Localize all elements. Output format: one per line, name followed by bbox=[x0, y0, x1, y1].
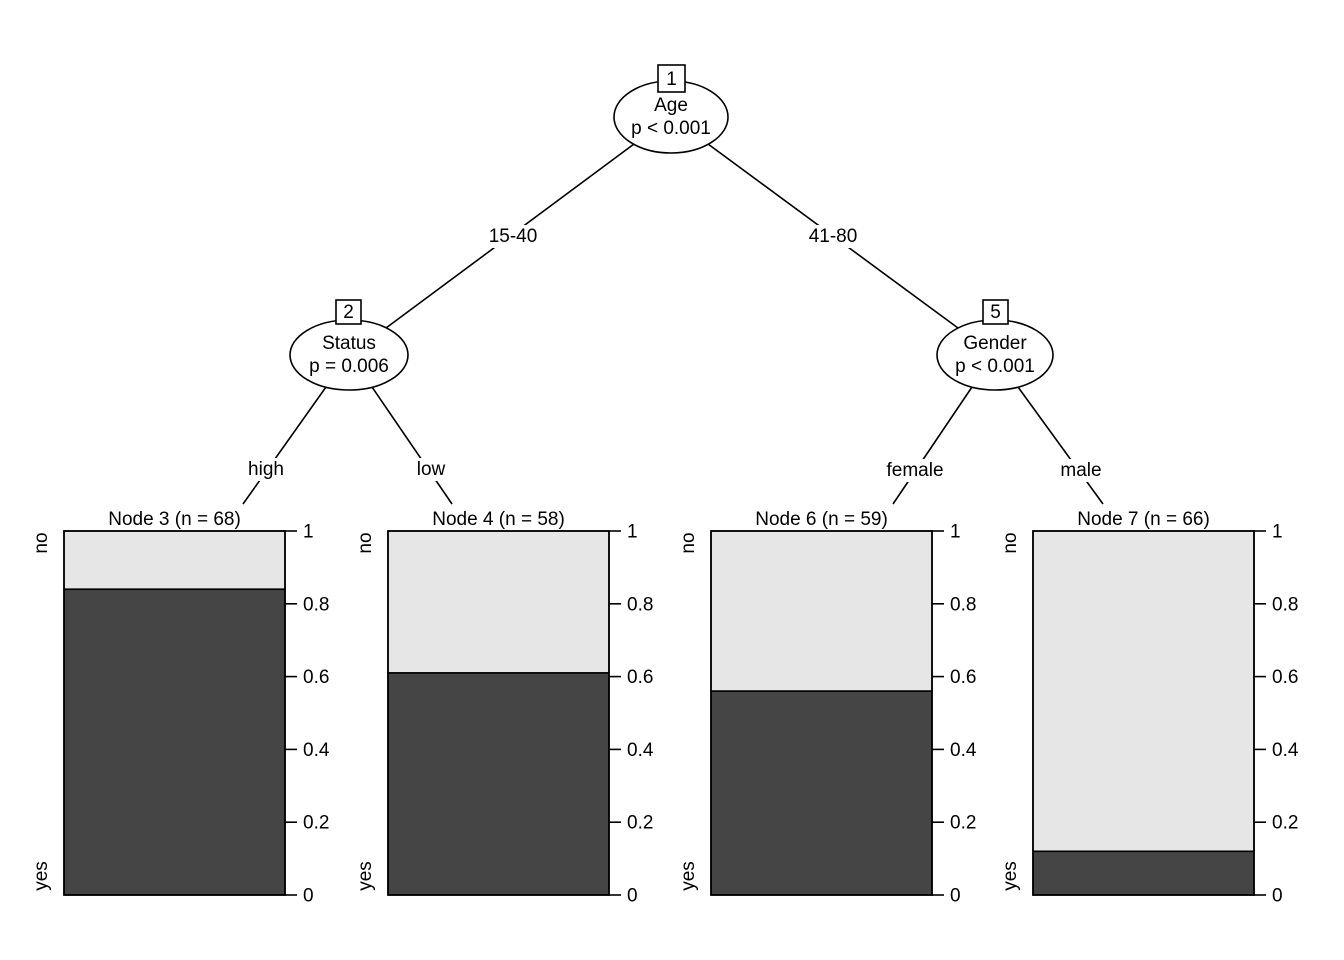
node-id-box bbox=[982, 299, 1009, 325]
node-id-box bbox=[657, 64, 686, 93]
edge-label: 41-80 bbox=[809, 226, 858, 247]
bar-segment-no bbox=[63, 530, 286, 591]
tree-node-status: Status p = 0.006 2 bbox=[289, 299, 409, 391]
y-axis-tick-label: 0.6 bbox=[627, 667, 653, 688]
y-axis-tick-label: 0 bbox=[303, 886, 314, 907]
panel-title: Node 7 (n = 66) bbox=[1077, 509, 1210, 530]
node-p-value: p < 0.001 bbox=[955, 356, 1035, 377]
category-label-yes: yes bbox=[1000, 861, 1021, 891]
category-label-yes: yes bbox=[678, 861, 699, 891]
bar-frame bbox=[387, 530, 610, 896]
edge-label: 15-40 bbox=[489, 226, 538, 247]
category-label-no: no bbox=[1000, 532, 1021, 553]
bar-segment-yes bbox=[387, 672, 610, 896]
node-split-variable: Status bbox=[322, 333, 376, 354]
category-label-yes: yes bbox=[31, 861, 52, 891]
edge-label-backing bbox=[410, 458, 452, 481]
tree-node-age: Age p < 0.001 1 bbox=[613, 64, 729, 154]
tree-node-gender: Gender p < 0.001 5 bbox=[936, 299, 1054, 391]
edge-label-backing bbox=[802, 225, 864, 248]
y-axis-tick-label: 0.2 bbox=[627, 813, 653, 834]
node-id-box bbox=[335, 299, 362, 325]
bar-frame bbox=[63, 530, 286, 896]
edge-label: low bbox=[417, 459, 446, 480]
y-axis-tick-label: 0 bbox=[950, 886, 961, 907]
y-axis-tick-label: 1 bbox=[950, 522, 961, 543]
node-id: 5 bbox=[990, 302, 1001, 323]
y-axis-tick-label: 0.8 bbox=[950, 594, 976, 615]
y-axis-tick-label: 0.4 bbox=[1272, 740, 1299, 761]
y-axis-tick-label: 0.2 bbox=[303, 813, 329, 834]
category-label-no: no bbox=[355, 532, 376, 553]
y-axis-tick-label: 1 bbox=[627, 522, 638, 543]
category-label-no: no bbox=[31, 532, 52, 553]
category-label-yes: yes bbox=[355, 861, 376, 891]
node-p-value: p = 0.006 bbox=[309, 356, 389, 377]
edge-label-backing bbox=[1054, 459, 1108, 482]
edge-label-backing bbox=[242, 458, 290, 481]
panel-title: Node 3 (n = 68) bbox=[108, 509, 241, 530]
bar-segment-no bbox=[1032, 530, 1255, 853]
node-split-variable: Age bbox=[654, 95, 688, 116]
y-axis-tick-label: 0.8 bbox=[303, 594, 329, 615]
y-axis-tick-label: 0.4 bbox=[627, 740, 654, 761]
node-ellipse bbox=[936, 319, 1054, 391]
edge-label-backing bbox=[482, 225, 544, 248]
edge-line-gender-female bbox=[892, 386, 973, 505]
edge-label: male bbox=[1060, 460, 1101, 481]
terminal-panel: Node 6 (n = 59) 0 0.2 0.4 0.6 0.8 1 no yes bbox=[678, 509, 977, 907]
node-split-variable: Gender bbox=[963, 333, 1027, 354]
y-axis-tick-label: 0.8 bbox=[1272, 594, 1298, 615]
y-axis-tick-label: 1 bbox=[1272, 522, 1283, 543]
bar-frame bbox=[710, 530, 933, 896]
edge-line-status-high bbox=[242, 386, 327, 505]
edge-label: female bbox=[886, 460, 943, 481]
bar-segment-yes bbox=[63, 588, 286, 896]
panel-title: Node 4 (n = 58) bbox=[432, 509, 565, 530]
y-axis-tick-label: 0.2 bbox=[950, 813, 976, 834]
bar-frame bbox=[1032, 530, 1255, 896]
y-axis-tick-label: 0.6 bbox=[1272, 667, 1298, 688]
y-axis-tick-label: 0.2 bbox=[1272, 813, 1298, 834]
y-axis-tick-label: 0.6 bbox=[950, 667, 976, 688]
terminal-panel: Node 7 (n = 66) 0 0.2 0.4 0.6 0.8 1 no yes bbox=[1000, 509, 1299, 907]
node-id: 2 bbox=[343, 302, 354, 323]
edge-label: high bbox=[248, 459, 284, 480]
terminal-panel: Node 4 (n = 58) 0 0.2 0.4 0.6 0.8 1 no yes bbox=[355, 509, 654, 907]
node-p-value: p < 0.001 bbox=[631, 118, 711, 139]
tree-edges: 15-40 41-80 high low female male bbox=[242, 143, 1108, 505]
node-ellipse bbox=[289, 319, 409, 391]
y-axis-tick-label: 0.4 bbox=[950, 740, 977, 761]
panel-title: Node 6 (n = 59) bbox=[755, 509, 888, 530]
y-axis-tick-label: 0.6 bbox=[303, 667, 329, 688]
y-axis-tick-label: 0 bbox=[627, 886, 638, 907]
bar-segment-no bbox=[387, 530, 610, 674]
bar-segment-no bbox=[710, 530, 933, 692]
bar-segment-yes bbox=[710, 690, 933, 896]
edge-line-status-low bbox=[371, 386, 453, 505]
edge-label-backing bbox=[880, 459, 950, 482]
y-axis-tick-label: 0.4 bbox=[303, 740, 330, 761]
bar-segment-yes bbox=[1032, 850, 1255, 896]
node-id: 1 bbox=[666, 69, 677, 90]
terminal-panel: Node 3 (n = 68) 0 0.2 0.4 0.6 0.8 1 no yes bbox=[31, 509, 330, 907]
edge-line-gender-male bbox=[1017, 386, 1104, 505]
category-label-no: no bbox=[678, 532, 699, 553]
y-axis-tick-label: 0.8 bbox=[627, 594, 653, 615]
y-axis-tick-label: 1 bbox=[303, 522, 314, 543]
y-axis-tick-label: 0 bbox=[1272, 886, 1283, 907]
